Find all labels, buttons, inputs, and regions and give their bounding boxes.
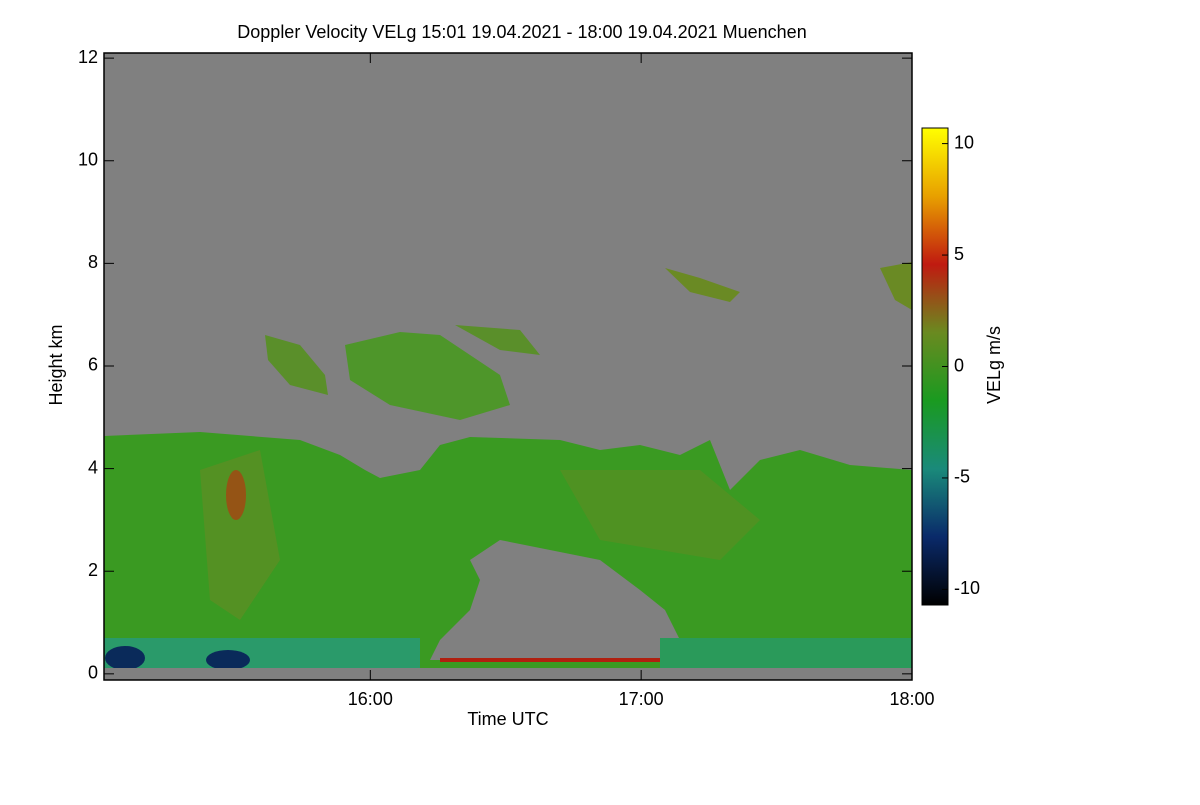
colorbar-tick-label: -5 [954,467,970,487]
radar-field [103,52,913,681]
upper-cloud [265,335,328,395]
colorbar-tick-label: -10 [954,578,980,598]
y-tick-label: 12 [78,47,98,67]
colorbar-tick-label: 0 [954,355,964,375]
cloud-patch [226,470,246,520]
x-tick-label: 16:00 [348,689,393,709]
x-tick-label: 17:00 [619,689,664,709]
y-tick-label: 4 [88,457,98,477]
low-line [440,658,660,662]
y-tick-label: 2 [88,560,98,580]
y-axis-label: Height km [46,324,66,405]
y-tick-label: 0 [88,663,98,683]
upper-cloud [665,268,740,302]
chart-title: Doppler Velocity VELg 15:01 19.04.2021 -… [237,22,806,42]
upper-cloud [455,325,540,355]
cloud-patch [560,470,760,560]
colorbar-label: VELg m/s [984,326,1004,404]
low-layer [104,638,420,668]
plot-frame [103,52,913,681]
x-tick-label: 18:00 [889,689,934,709]
colorbar-tick-label: 10 [954,132,974,152]
bottom-strip [104,668,912,680]
upper-cloud [880,262,912,310]
gap [430,540,700,660]
cloud-patch [200,450,280,620]
colorbar-tick-label: 5 [954,244,964,264]
y-tick-label: 10 [78,149,98,169]
low-patch [105,646,145,670]
upper-cloud [345,332,510,420]
y-tick-label: 6 [88,355,98,375]
low-layer [660,638,912,668]
low-patch [206,650,250,670]
y-tick-label: 8 [88,252,98,272]
x-axis-label: Time UTC [467,709,548,729]
